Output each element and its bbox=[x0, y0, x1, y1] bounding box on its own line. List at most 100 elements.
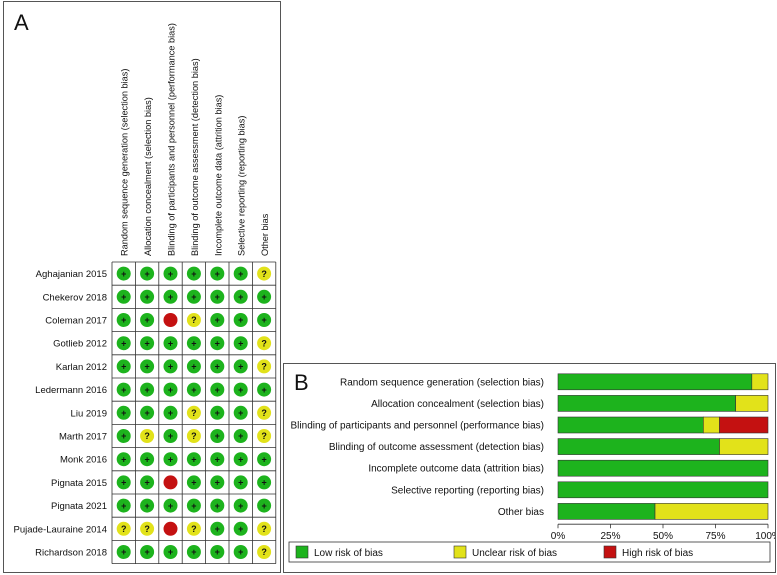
judgement-low-mark bbox=[233, 521, 248, 536]
study-label: Monk 2016 bbox=[60, 455, 107, 466]
judgement-low-mark bbox=[257, 289, 272, 304]
judgement-low-mark bbox=[140, 382, 155, 397]
judgement-symbol: + bbox=[168, 269, 173, 279]
judgement-low-mark bbox=[233, 313, 248, 327]
judgement-symbol: + bbox=[121, 315, 126, 325]
legend-swatch-unclear bbox=[453, 545, 467, 559]
judgement-symbol: ? bbox=[144, 431, 150, 441]
judgement-symbol: + bbox=[215, 501, 220, 511]
judgement-low-mark bbox=[163, 382, 178, 397]
bar-low-segment bbox=[557, 438, 720, 455]
judgement-low-mark bbox=[233, 382, 248, 397]
judgement-unclear-mark bbox=[186, 313, 201, 327]
panel-a-label: A bbox=[14, 10, 29, 35]
judgement-low-mark bbox=[116, 359, 131, 374]
judgement-symbol: + bbox=[215, 292, 220, 302]
judgement-symbol: + bbox=[261, 292, 266, 302]
judgement-low-mark bbox=[163, 289, 178, 304]
judgement-symbol: + bbox=[168, 292, 173, 302]
judgement-symbol: + bbox=[168, 385, 173, 395]
judgement-low-mark bbox=[116, 405, 131, 420]
judgement-symbol: ? bbox=[191, 524, 197, 534]
judgement-low-mark bbox=[140, 498, 155, 513]
judgement-symbol: + bbox=[191, 292, 196, 302]
judgement-symbol: + bbox=[238, 408, 243, 418]
judgement-symbol: ? bbox=[191, 315, 197, 325]
judgement-low-mark bbox=[140, 359, 155, 374]
bar-unclear-segment bbox=[735, 395, 769, 412]
judgement-symbol: + bbox=[238, 269, 243, 279]
legend-label: Low risk of bias bbox=[314, 548, 383, 559]
judgement-low-mark bbox=[140, 313, 155, 327]
judgement-low-mark bbox=[233, 545, 248, 559]
judgement-unclear-mark bbox=[257, 359, 272, 374]
judgement-low-mark bbox=[163, 498, 178, 513]
judgement-low-mark bbox=[210, 313, 225, 327]
judgement-symbol: ? bbox=[261, 431, 267, 441]
bar-low-segment bbox=[557, 416, 704, 434]
judgement-symbol: + bbox=[238, 338, 243, 348]
domain-header: Allocation concealment (selection bias) bbox=[143, 97, 153, 256]
judgement-symbol: + bbox=[168, 431, 173, 441]
judgement-symbol: + bbox=[168, 501, 173, 511]
judgement-symbol: + bbox=[238, 478, 243, 488]
judgement-unclear-mark bbox=[186, 521, 201, 536]
study-label: Pujade-Lauraine 2014 bbox=[14, 524, 108, 535]
judgement-low-mark bbox=[186, 475, 201, 490]
legend-label: Unclear risk of bias bbox=[472, 548, 557, 559]
domain-header: Other bias bbox=[260, 213, 270, 256]
bar-unclear-segment bbox=[654, 503, 769, 520]
bar-low-segment bbox=[557, 481, 769, 499]
study-label: Gotlieb 2012 bbox=[53, 339, 107, 350]
judgement-low-mark bbox=[257, 313, 272, 327]
risk-of-bias-summary-grid: Random sequence generation (selection bi… bbox=[14, 23, 277, 564]
judgement-low-mark bbox=[186, 452, 201, 467]
judgement-low-mark bbox=[233, 336, 248, 351]
judgement-symbol: + bbox=[121, 547, 126, 557]
judgement-symbol: + bbox=[261, 385, 266, 395]
judgement-low-mark bbox=[186, 289, 201, 304]
judgement-low-mark bbox=[233, 429, 248, 443]
judgement-symbol: + bbox=[121, 454, 126, 464]
judgement-unclear-mark bbox=[116, 521, 131, 536]
judgement-unclear-mark bbox=[257, 266, 272, 281]
judgement-low-mark bbox=[233, 359, 248, 374]
judgement-low-mark bbox=[116, 289, 131, 304]
x-tick-label: 75% bbox=[705, 531, 725, 542]
judgement-symbol: ? bbox=[261, 338, 267, 348]
judgement-symbol: ? bbox=[121, 524, 127, 534]
judgement-unclear-mark bbox=[140, 429, 155, 443]
judgement-low-mark bbox=[116, 266, 131, 281]
x-tick-label: 50% bbox=[653, 531, 673, 542]
judgement-low-mark bbox=[210, 359, 225, 374]
judgement-symbol: + bbox=[238, 362, 243, 372]
judgement-symbol: + bbox=[215, 454, 220, 464]
risk-of-bias-summary-panel: A Random sequence generation (selection … bbox=[3, 1, 281, 573]
panel-b-label: B bbox=[294, 370, 309, 395]
judgement-low-mark bbox=[210, 521, 225, 536]
judgement-low-mark bbox=[140, 336, 155, 351]
judgement-symbol: + bbox=[191, 338, 196, 348]
study-label: Karlan 2012 bbox=[56, 362, 107, 373]
judgement-low-mark bbox=[210, 498, 225, 513]
judgement-symbol: + bbox=[215, 338, 220, 348]
judgement-low-mark bbox=[116, 452, 131, 467]
judgement-symbol: + bbox=[215, 315, 220, 325]
x-tick-label: 100% bbox=[755, 531, 775, 542]
judgement-unclear-mark bbox=[257, 429, 272, 443]
judgement-low-mark bbox=[233, 475, 248, 490]
judgement-low-mark bbox=[163, 545, 178, 559]
judgement-low-mark bbox=[163, 452, 178, 467]
judgement-low-mark bbox=[210, 545, 225, 559]
judgement-low-mark bbox=[233, 498, 248, 513]
judgement-symbol: + bbox=[238, 501, 243, 511]
judgement-high-mark bbox=[163, 475, 178, 490]
x-tick-label: 25% bbox=[600, 531, 620, 542]
bar-low-segment bbox=[557, 373, 753, 391]
judgement-symbol: + bbox=[144, 408, 149, 418]
judgement-low-mark bbox=[233, 452, 248, 467]
judgement-symbol: + bbox=[168, 408, 173, 418]
judgement-symbol: + bbox=[144, 292, 149, 302]
category-label: Other bias bbox=[498, 507, 544, 518]
judgement-low-mark bbox=[186, 359, 201, 374]
